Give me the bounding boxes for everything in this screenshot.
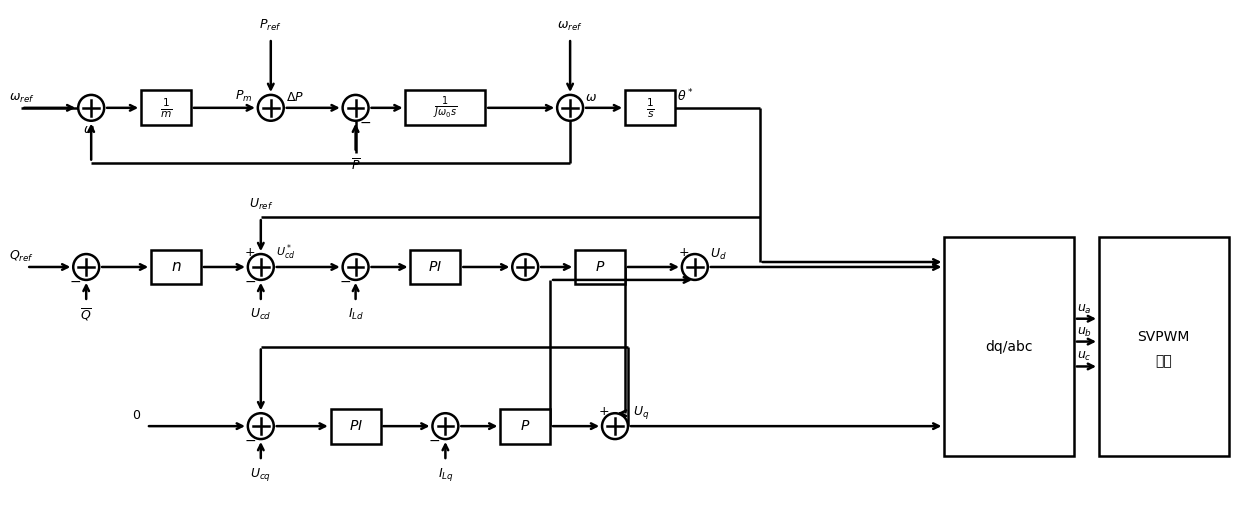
Text: $-$: $-$ <box>358 115 371 129</box>
Circle shape <box>73 254 99 280</box>
Circle shape <box>512 254 538 280</box>
Bar <box>151 250 201 285</box>
Bar <box>405 91 485 125</box>
Text: $P_{ref}$: $P_{ref}$ <box>259 18 283 33</box>
Text: $-$: $-$ <box>428 433 440 447</box>
Bar <box>331 409 381 444</box>
Circle shape <box>682 254 708 280</box>
Text: $U_{cd}^*$: $U_{cd}^*$ <box>275 242 295 262</box>
Text: $\overline{Q}$: $\overline{Q}$ <box>81 307 92 323</box>
Text: 调制: 调制 <box>1156 355 1172 368</box>
Circle shape <box>342 254 368 280</box>
Bar <box>1099 237 1229 456</box>
Circle shape <box>342 95 368 121</box>
Text: $+$: $+$ <box>244 246 255 259</box>
Text: $\omega$: $\omega$ <box>585 91 596 104</box>
Bar <box>575 250 625 285</box>
Circle shape <box>557 95 583 121</box>
Text: $\omega_{ref}$: $\omega_{ref}$ <box>557 20 583 33</box>
Text: $P$: $P$ <box>595 260 605 274</box>
Text: $u_a$: $u_a$ <box>1078 302 1091 316</box>
Text: $I_{Lq}$: $I_{Lq}$ <box>438 466 454 483</box>
Text: $U_q$: $U_q$ <box>632 404 650 421</box>
Text: $-$: $-$ <box>69 274 82 288</box>
Circle shape <box>248 254 274 280</box>
Text: $\overline{P}$: $\overline{P}$ <box>351 158 361 173</box>
Text: $-$: $-$ <box>244 433 255 447</box>
Text: $n$: $n$ <box>171 259 181 275</box>
Text: $PI$: $PI$ <box>428 260 443 274</box>
Circle shape <box>248 413 274 439</box>
Text: $P$: $P$ <box>520 419 531 433</box>
Text: $U_{ref}$: $U_{ref}$ <box>249 197 273 212</box>
Text: $\omega$: $\omega$ <box>83 123 95 136</box>
Text: $PI$: $PI$ <box>348 419 362 433</box>
Text: $U_{cd}$: $U_{cd}$ <box>250 307 272 322</box>
Bar <box>141 91 191 125</box>
Text: SVPWM: SVPWM <box>1137 329 1190 344</box>
Circle shape <box>603 413 627 439</box>
Text: $0$: $0$ <box>131 409 141 422</box>
Circle shape <box>78 95 104 121</box>
Text: $U_{cq}$: $U_{cq}$ <box>250 466 272 483</box>
Text: $P_m$: $P_m$ <box>236 89 253 104</box>
Text: $+$: $+$ <box>599 405 610 418</box>
Circle shape <box>433 413 459 439</box>
Text: $u_c$: $u_c$ <box>1078 350 1091 364</box>
Bar <box>945 237 1074 456</box>
Text: $\Delta P$: $\Delta P$ <box>285 91 304 104</box>
Text: $\frac{1}{J\omega_0 s}$: $\frac{1}{J\omega_0 s}$ <box>433 95 458 121</box>
Text: $-$: $-$ <box>244 274 255 288</box>
Text: $\theta^*$: $\theta^*$ <box>677 87 693 104</box>
Bar <box>500 409 551 444</box>
Bar <box>625 91 675 125</box>
Circle shape <box>258 95 284 121</box>
Bar <box>410 250 460 285</box>
Text: $U_d$: $U_d$ <box>709 247 727 262</box>
Text: $I_{Ld}$: $I_{Ld}$ <box>347 307 363 322</box>
Text: $\omega_{ref}$: $\omega_{ref}$ <box>10 92 35 105</box>
Text: $u_b$: $u_b$ <box>1078 326 1092 339</box>
Text: $+$: $+$ <box>678 246 689 259</box>
Text: $-$: $-$ <box>339 274 351 288</box>
Text: $Q_{ref}$: $Q_{ref}$ <box>10 249 35 264</box>
Text: $\frac{1}{m}$: $\frac{1}{m}$ <box>160 96 172 120</box>
Text: $\frac{1}{s}$: $\frac{1}{s}$ <box>646 96 655 120</box>
Text: dq/abc: dq/abc <box>986 339 1033 354</box>
